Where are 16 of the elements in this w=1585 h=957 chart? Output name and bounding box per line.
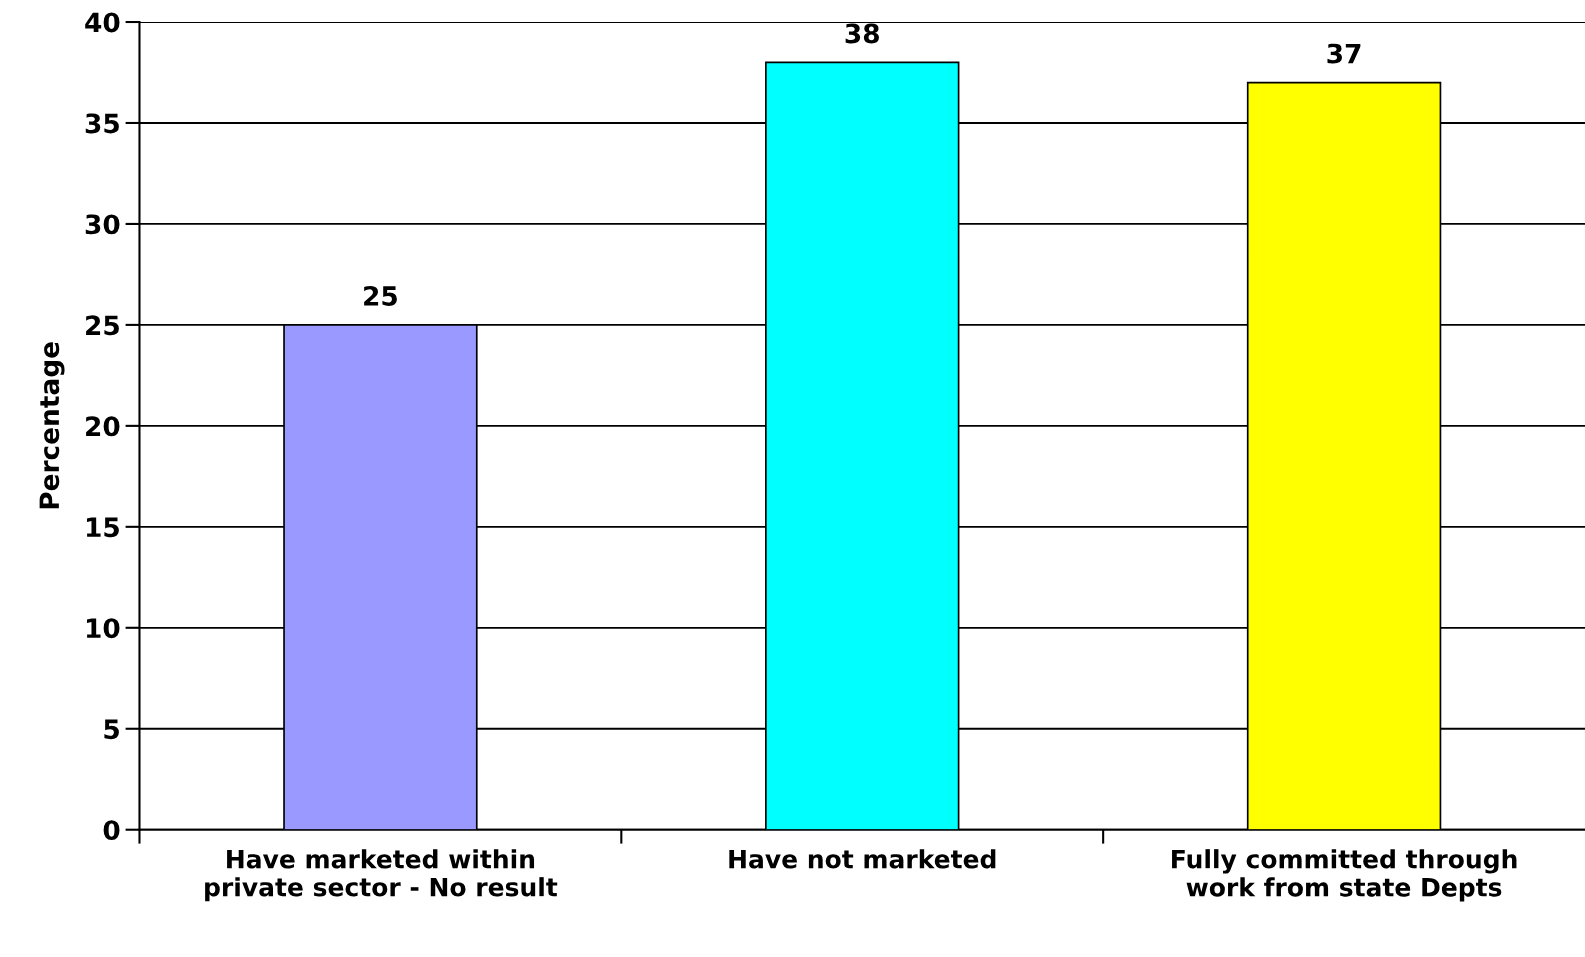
x-tick-label: Fully committed through work from state Depts (1172, 849, 1517, 902)
y-tick-label: 40 (85, 12, 120, 33)
y-tick-label: 10 (86, 618, 120, 639)
data-label: 25 (364, 285, 397, 306)
y-tick-label: 0 (103, 820, 120, 841)
x-tick-label: Have not marketed (729, 849, 996, 869)
data-label: 37 (1327, 43, 1361, 64)
y-axis-title: Percentage (39, 342, 65, 509)
y-tick-label: 25 (86, 315, 119, 336)
y-tick-label: 30 (85, 214, 120, 235)
y-tick-label: 20 (86, 416, 120, 437)
y-tick-label: 15 (86, 517, 119, 538)
y-tick-label: 5 (104, 719, 119, 740)
data-label: 38 (845, 23, 879, 44)
y-tick-label: 35 (85, 113, 119, 134)
x-tick-label: Have marketed within private sector - No result (205, 849, 558, 902)
